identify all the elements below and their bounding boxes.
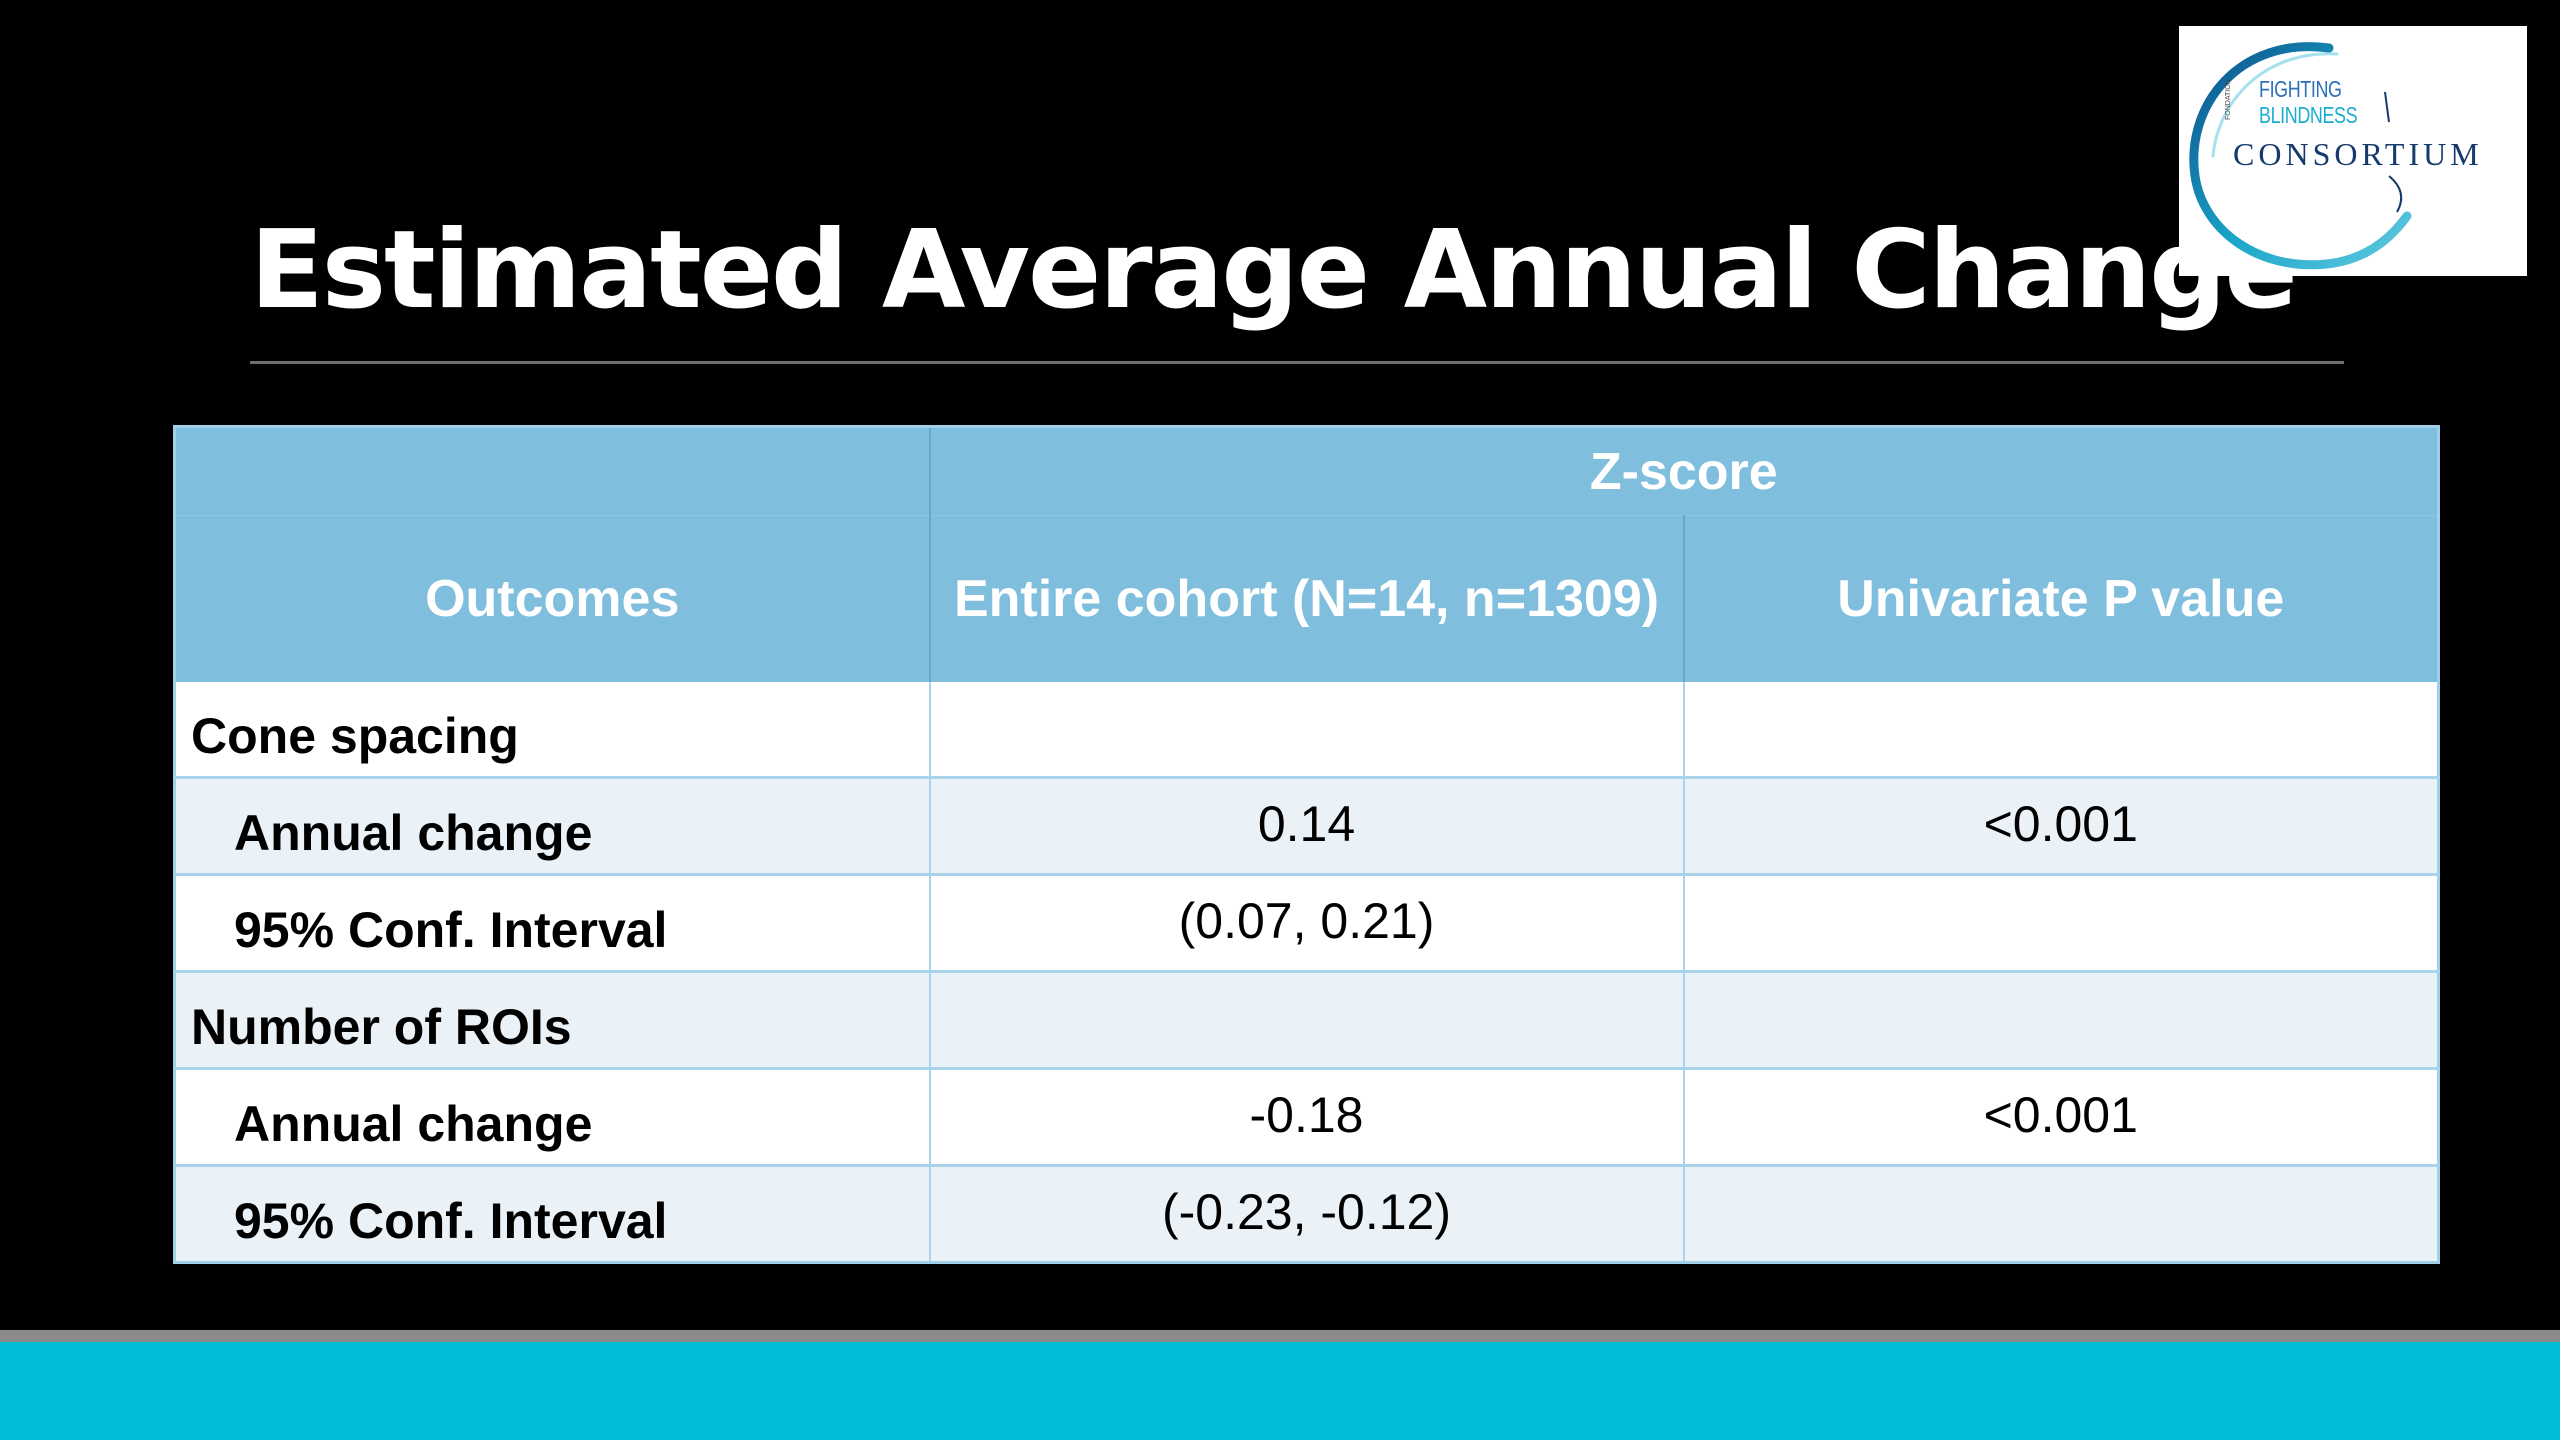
table-row: Number of ROIs (173, 970, 2439, 1069)
footer-gray-band (0, 1330, 2560, 1342)
header-zscore: Z-score (929, 426, 2439, 516)
row-p-value: <0.001 (1682, 776, 2439, 875)
row-label: 95% Conf. Interval (173, 873, 930, 972)
title-divider (250, 361, 2344, 364)
row-value: 0.14 (928, 776, 1684, 875)
row-label: Annual change (173, 776, 930, 875)
table-row: Annual change 0.14 <0.001 (173, 776, 2439, 875)
row-p-value (1682, 873, 2439, 972)
table-row: Annual change -0.18 <0.001 (173, 1067, 2439, 1166)
header-empty-cell (174, 426, 931, 516)
row-label: Annual change (173, 1067, 930, 1166)
row-p-value: <0.001 (1682, 1067, 2439, 1166)
row-p-value (1682, 682, 2439, 778)
row-value (928, 970, 1684, 1069)
header-outcomes: Outcomes (174, 515, 931, 682)
row-label: Number of ROIs (173, 970, 930, 1069)
footer-cyan-band (0, 1342, 2560, 1440)
slide-title: Estimated Average Annual Change (250, 208, 2298, 333)
row-value: (-0.23, -0.12) (928, 1164, 1684, 1263)
fighting-blindness-logo: FONDATION FIGHTING BLINDNESS CONSORTIUM (2179, 26, 2527, 276)
header-univariate-p: Univariate P value (1682, 515, 2439, 682)
logo-side-text: FONDATION (2225, 79, 2232, 120)
table-row: 95% Conf. Interval (0.07, 0.21) (173, 873, 2439, 972)
table-row: Cone spacing (173, 682, 2439, 778)
row-value: -0.18 (928, 1067, 1684, 1166)
logo-text-fighting: FIGHTING (2259, 76, 2342, 102)
logo-text-blindness: BLINDNESS (2259, 102, 2358, 128)
row-label: 95% Conf. Interval (173, 1164, 930, 1263)
header-entire-cohort: Entire cohort (N=14, n=1309) (929, 515, 1684, 682)
table-header-row: Outcomes Entire cohort (N=14, n=1309) Un… (174, 515, 2439, 682)
annual-change-table: Z-score Outcomes Entire cohort (N=14, n=… (173, 425, 2440, 1264)
row-value: (0.07, 0.21) (928, 873, 1684, 972)
row-p-value (1682, 970, 2439, 1069)
row-value (928, 682, 1684, 778)
logo-text-consortium: CONSORTIUM (2233, 136, 2483, 172)
row-p-value (1682, 1164, 2439, 1263)
row-label: Cone spacing (173, 682, 930, 778)
table-group-header-row: Z-score (174, 426, 2439, 516)
logo-swoosh-icon (2189, 42, 2412, 270)
table-row: 95% Conf. Interval (-0.23, -0.12) (173, 1164, 2439, 1263)
